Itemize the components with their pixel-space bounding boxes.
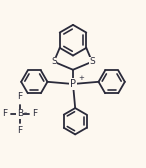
Text: +: + xyxy=(78,75,84,81)
Text: P: P xyxy=(70,79,76,89)
Text: F: F xyxy=(17,92,22,101)
Text: S: S xyxy=(89,57,95,66)
Text: F: F xyxy=(2,109,7,118)
Text: F: F xyxy=(17,127,22,135)
Text: B: B xyxy=(17,109,23,118)
Text: –: – xyxy=(24,110,27,115)
Text: F: F xyxy=(32,109,37,118)
Text: S: S xyxy=(51,57,57,66)
